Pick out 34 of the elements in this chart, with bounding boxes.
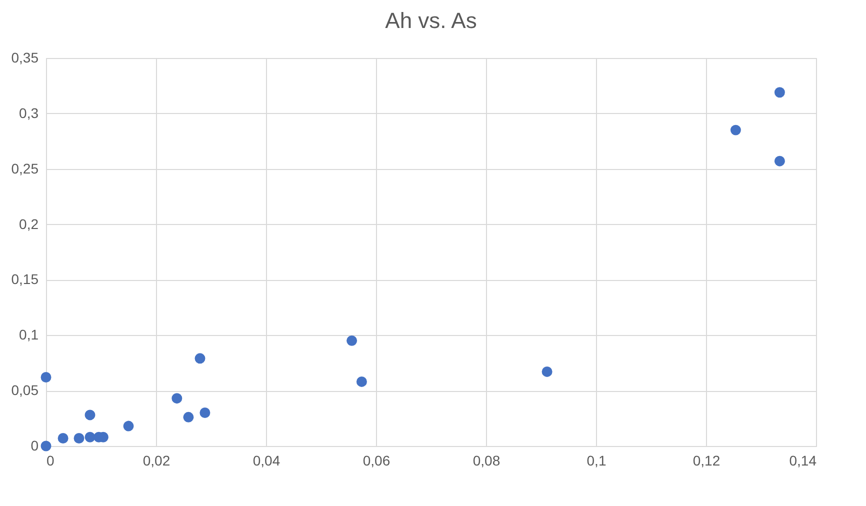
x-tick-label: 0,06 — [362, 452, 390, 468]
y-tick-label: 0,15 — [11, 271, 39, 288]
x-tick-label: 0,14 — [789, 452, 817, 468]
point — [123, 420, 134, 432]
point — [200, 408, 210, 418]
x-tick-label: 0,08 — [472, 452, 500, 468]
x-tick-label: 0,12 — [692, 452, 720, 468]
point — [74, 433, 84, 444]
y-tick-label: 0,2 — [19, 216, 39, 232]
point — [730, 124, 741, 136]
y-tick-label: 0,35 — [11, 50, 39, 66]
x-tick-label: 0,04 — [252, 452, 280, 468]
point — [40, 372, 52, 382]
point — [194, 353, 206, 364]
x-tick-label: 0,1 — [586, 452, 606, 468]
point — [58, 433, 68, 444]
point — [774, 156, 785, 166]
y-tick-label: 0,1 — [19, 326, 39, 343]
y-tick-label: 0,3 — [19, 104, 39, 121]
point — [774, 87, 785, 98]
point — [183, 412, 194, 422]
point — [542, 366, 552, 377]
point — [346, 335, 358, 346]
y-tick-label: 0,25 — [11, 160, 39, 176]
point — [84, 410, 96, 420]
x-tick-label: 0,02 — [142, 452, 170, 468]
x-tick-label: 0 — [46, 452, 54, 468]
chart-title: Ah vs. As — [385, 8, 477, 33]
point — [356, 376, 367, 387]
y-tick-label: 0,05 — [11, 382, 39, 398]
point — [84, 432, 96, 442]
y-tick-label: 0 — [30, 438, 39, 454]
point — [172, 393, 182, 404]
point — [40, 440, 52, 452]
